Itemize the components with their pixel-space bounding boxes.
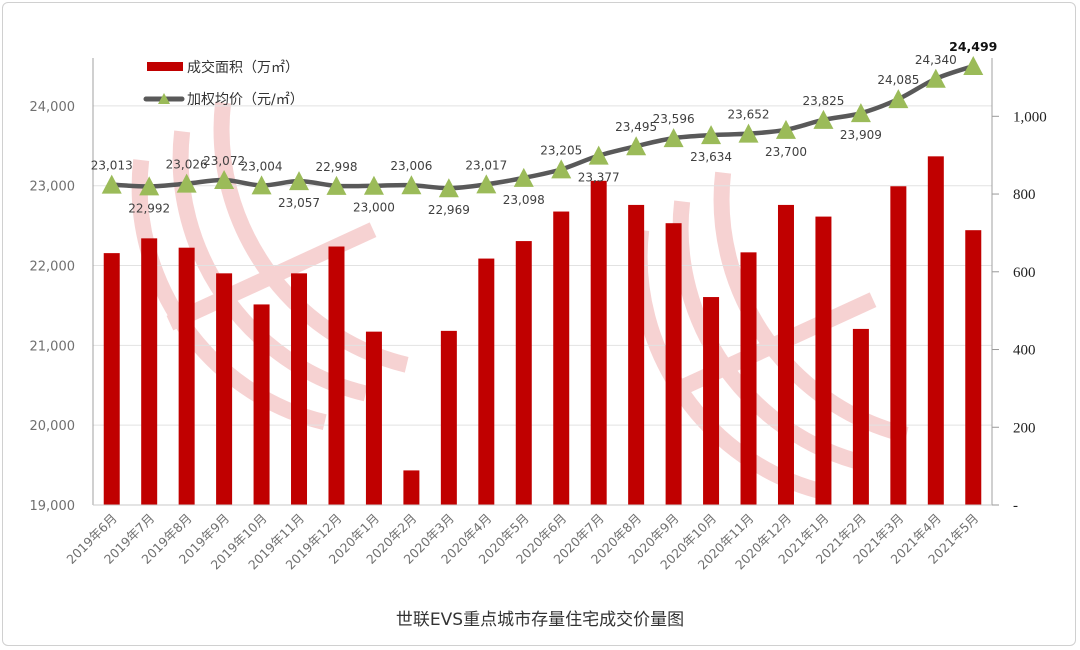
legend-bar-label: 成交面积（万㎡）: [187, 59, 299, 76]
bar-2019年8月: [178, 247, 195, 505]
legend-line-label: 加权均价（元/㎡）: [187, 92, 304, 108]
right-tick-label: 800: [1013, 187, 1036, 203]
data-label: 24,085: [877, 73, 919, 87]
data-label: 23,700: [765, 145, 807, 159]
data-label: 23,652: [728, 108, 770, 122]
line-marker-2019年6月: [101, 174, 122, 194]
line-marker-2020年2月: [401, 175, 422, 195]
line-marker-2019年9月: [214, 169, 235, 189]
line-marker-2020年3月: [438, 178, 459, 198]
line-marker-2021年3月: [888, 89, 909, 109]
data-label: 22,998: [315, 160, 357, 174]
bar-2020年6月: [553, 211, 570, 505]
data-label: 23,377: [578, 171, 620, 185]
line-marker-2020年8月: [626, 136, 647, 156]
bar-2020年4月: [478, 258, 495, 505]
data-label: 23,072: [203, 154, 245, 168]
data-label: 23,825: [802, 94, 844, 108]
data-label: 23,004: [241, 159, 283, 173]
line-marker-2020年11月: [738, 123, 759, 143]
bar-2021年1月: [815, 216, 832, 505]
bar-2021年3月: [890, 186, 907, 505]
right-tick-label: 400: [1013, 343, 1036, 359]
right-tick-label: 1,000: [1013, 109, 1047, 125]
line-marker-2019年10月: [251, 175, 272, 195]
line-marker-2020年10月: [701, 125, 722, 145]
bar-2020年10月: [703, 297, 720, 505]
line-marker-2020年7月: [588, 145, 609, 165]
right-tick-label: 200: [1013, 420, 1036, 436]
chart-title: 世联EVS重点城市存量住宅成交价量图: [396, 610, 684, 630]
line-marker-2019年8月: [176, 173, 197, 193]
bar-2020年5月: [515, 241, 532, 505]
data-label: 23,596: [653, 112, 695, 126]
line-marker-2020年6月: [551, 159, 572, 179]
data-label: 24,340: [915, 53, 957, 67]
data-label: 22,992: [128, 201, 170, 215]
bar-2020年8月: [628, 204, 645, 506]
data-label: 23,026: [166, 158, 208, 172]
left-tick-label: 21,000: [30, 339, 76, 354]
bar-2020年12月: [777, 204, 794, 506]
left-tick-label: 23,000: [30, 180, 76, 195]
bar-2020年7月: [590, 180, 607, 505]
bar-2020年3月: [440, 330, 457, 505]
left-tick-label: 20,000: [30, 419, 76, 434]
bar-2019年7月: [141, 238, 158, 505]
bar-2021年5月: [965, 230, 982, 505]
line-marker-2020年4月: [476, 174, 497, 194]
left-tick-label: 24,000: [30, 100, 76, 115]
data-label: 23,909: [840, 128, 882, 142]
right-tick-label: -: [1013, 498, 1018, 514]
legend-triangle-icon: [158, 93, 170, 104]
bar-2019年12月: [328, 246, 345, 505]
bar-2021年4月: [927, 156, 944, 505]
bar-2020年1月: [365, 331, 382, 505]
bar-2019年9月: [216, 273, 233, 505]
bar-2020年2月: [403, 470, 420, 505]
data-label: 23,634: [690, 150, 732, 164]
data-label: 23,495: [615, 120, 657, 134]
legend: 成交面积（万㎡） 加权均价（元/㎡）: [143, 59, 304, 108]
data-label: 22,969: [428, 203, 470, 217]
line-marker-2020年12月: [775, 119, 796, 139]
line-marker-2020年9月: [663, 128, 684, 148]
bar-2019年6月: [103, 253, 120, 505]
line-marker-2021年1月: [813, 109, 834, 129]
bar-2020年11月: [740, 252, 757, 505]
data-label: 23,017: [465, 158, 507, 172]
line-marker-2020年1月: [363, 175, 384, 195]
data-label: 23,006: [390, 159, 432, 173]
data-label: 23,000: [353, 201, 395, 215]
bar-2019年11月: [291, 273, 308, 505]
data-label: 24,499: [949, 39, 997, 54]
left-tick-label: 22,000: [30, 260, 76, 275]
line-marker-2019年11月: [289, 171, 310, 191]
line-marker-2019年7月: [139, 176, 160, 196]
right-tick-label: 600: [1013, 265, 1036, 281]
bar-2020年9月: [665, 223, 682, 505]
line-marker-2021年4月: [925, 68, 946, 88]
data-label: 23,205: [540, 143, 582, 157]
line-marker-2019年12月: [326, 175, 347, 195]
line-marker-2021年5月: [963, 56, 984, 76]
legend-bar-swatch: [147, 62, 183, 71]
bar-2021年2月: [852, 328, 869, 505]
line-marker-2021年2月: [850, 103, 871, 123]
line-marker-2020年5月: [513, 167, 534, 187]
left-tick-label: 19,000: [30, 499, 76, 514]
data-label: 23,098: [503, 193, 545, 207]
data-label: 23,057: [278, 196, 320, 210]
data-label: 23,013: [91, 159, 133, 173]
bar-2019年10月: [253, 304, 270, 505]
